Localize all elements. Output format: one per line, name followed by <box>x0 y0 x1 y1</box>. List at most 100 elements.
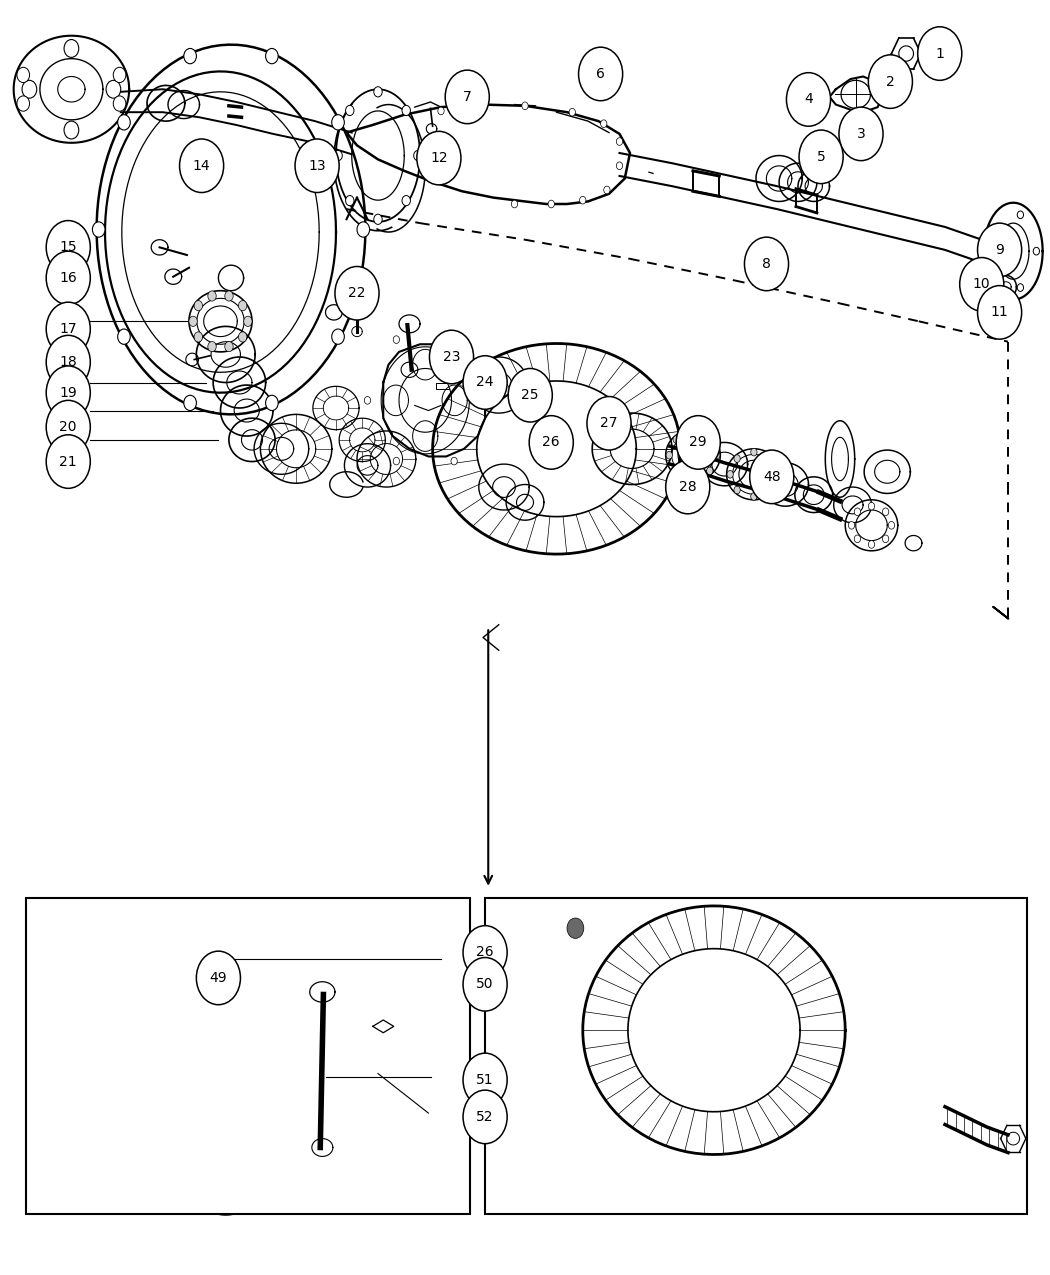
Circle shape <box>786 73 831 126</box>
Text: 48: 48 <box>763 470 780 483</box>
Circle shape <box>417 131 461 185</box>
Circle shape <box>673 436 679 444</box>
Text: 27: 27 <box>601 417 617 430</box>
Circle shape <box>707 436 713 444</box>
Text: 8: 8 <box>762 258 771 270</box>
Circle shape <box>882 507 888 515</box>
Circle shape <box>888 521 895 529</box>
Bar <box>485 898 1027 1214</box>
Circle shape <box>332 115 344 130</box>
Circle shape <box>189 316 197 326</box>
Circle shape <box>364 397 371 404</box>
Circle shape <box>690 473 696 481</box>
Circle shape <box>335 266 379 320</box>
Circle shape <box>587 397 631 450</box>
Circle shape <box>690 430 696 437</box>
Circle shape <box>345 195 354 205</box>
Circle shape <box>991 270 997 278</box>
Circle shape <box>393 458 399 465</box>
Text: 10: 10 <box>973 278 990 291</box>
Circle shape <box>750 450 794 504</box>
Circle shape <box>751 449 757 456</box>
Circle shape <box>194 332 203 342</box>
Circle shape <box>463 1090 507 1144</box>
Circle shape <box>548 200 554 208</box>
Circle shape <box>225 342 233 352</box>
Circle shape <box>751 492 757 500</box>
Circle shape <box>1017 284 1024 292</box>
Circle shape <box>196 951 240 1005</box>
Circle shape <box>402 195 411 205</box>
Text: 9: 9 <box>995 244 1004 256</box>
Circle shape <box>92 222 105 237</box>
Circle shape <box>208 342 216 352</box>
Circle shape <box>529 416 573 469</box>
Circle shape <box>569 108 575 116</box>
Text: 7: 7 <box>463 91 471 103</box>
Text: 24: 24 <box>477 376 493 389</box>
Circle shape <box>345 106 354 116</box>
Text: 25: 25 <box>522 389 539 402</box>
Circle shape <box>374 214 382 224</box>
Circle shape <box>452 335 458 343</box>
Circle shape <box>106 80 121 98</box>
Circle shape <box>799 130 843 184</box>
Circle shape <box>445 70 489 124</box>
Circle shape <box>978 223 1022 277</box>
Circle shape <box>118 115 130 130</box>
Circle shape <box>238 301 247 311</box>
Circle shape <box>113 68 126 83</box>
Circle shape <box>580 196 586 204</box>
Bar <box>26 898 470 1214</box>
Text: 13: 13 <box>309 159 326 172</box>
Circle shape <box>266 48 278 64</box>
Circle shape <box>394 335 399 343</box>
Circle shape <box>978 286 1022 339</box>
Circle shape <box>918 27 962 80</box>
Circle shape <box>616 162 623 170</box>
Circle shape <box>17 96 29 111</box>
Circle shape <box>184 48 196 64</box>
Circle shape <box>46 302 90 356</box>
Circle shape <box>208 291 216 301</box>
Circle shape <box>46 335 90 389</box>
Circle shape <box>1033 247 1040 255</box>
Text: 19: 19 <box>60 386 77 399</box>
Text: 50: 50 <box>477 978 493 991</box>
Circle shape <box>522 102 528 110</box>
Circle shape <box>46 400 90 454</box>
Text: 51: 51 <box>477 1074 493 1086</box>
Text: 11: 11 <box>991 306 1008 319</box>
Text: 49: 49 <box>210 972 227 984</box>
Circle shape <box>46 221 90 274</box>
Circle shape <box>244 316 252 326</box>
Circle shape <box>991 224 997 232</box>
Circle shape <box>868 55 912 108</box>
Circle shape <box>714 451 720 459</box>
Text: 26: 26 <box>477 946 493 959</box>
Circle shape <box>855 507 861 515</box>
Circle shape <box>463 958 507 1011</box>
Text: 4: 4 <box>804 93 813 106</box>
Circle shape <box>579 47 623 101</box>
Circle shape <box>616 138 623 145</box>
Circle shape <box>480 397 486 404</box>
Circle shape <box>868 541 875 548</box>
Circle shape <box>1017 210 1024 218</box>
Text: 20: 20 <box>60 421 77 434</box>
Text: 14: 14 <box>193 159 210 172</box>
Circle shape <box>438 107 444 115</box>
Text: 29: 29 <box>690 436 707 449</box>
Text: 5: 5 <box>817 150 825 163</box>
Text: 26: 26 <box>543 436 560 449</box>
Circle shape <box>22 80 37 98</box>
Circle shape <box>225 291 233 301</box>
Circle shape <box>17 68 29 83</box>
Text: 2: 2 <box>886 75 895 88</box>
Circle shape <box>839 107 883 161</box>
Circle shape <box>64 121 79 139</box>
Circle shape <box>848 521 855 529</box>
Circle shape <box>46 435 90 488</box>
Circle shape <box>960 258 1004 311</box>
Circle shape <box>666 451 672 459</box>
